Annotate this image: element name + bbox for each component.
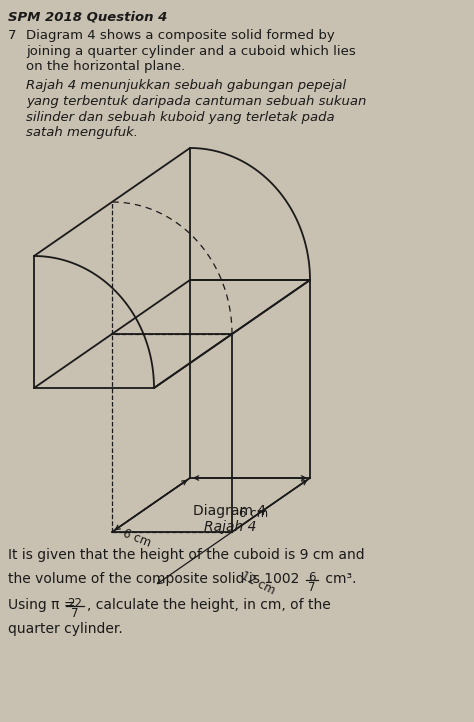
Text: 7: 7 [8, 29, 17, 42]
Text: SPM 2018 Question 4: SPM 2018 Question 4 [8, 11, 167, 24]
Text: 6: 6 [308, 571, 316, 584]
Text: Rajah 4: Rajah 4 [204, 520, 256, 534]
Text: the volume of the composite solid is 1002: the volume of the composite solid is 100… [8, 572, 300, 586]
Text: 7: 7 [71, 607, 79, 620]
Text: 6 cm: 6 cm [121, 526, 153, 549]
Text: joining a quarter cylinder and a cuboid which lies: joining a quarter cylinder and a cuboid … [26, 45, 356, 58]
Text: Diagram 4: Diagram 4 [193, 504, 266, 518]
Text: 7: 7 [308, 581, 316, 594]
Text: It is given that the height of the cuboid is 9 cm and: It is given that the height of the cuboi… [8, 548, 365, 562]
Text: 6 cm: 6 cm [239, 507, 269, 520]
Text: Rajah 4 menunjukkan sebuah gabungan pepejal: Rajah 4 menunjukkan sebuah gabungan pepe… [26, 79, 346, 92]
Text: yang terbentuk daripada cantuman sebuah sukuan: yang terbentuk daripada cantuman sebuah … [26, 95, 366, 108]
Text: Using π =: Using π = [8, 598, 80, 612]
Text: Diagram 4 shows a composite solid formed by: Diagram 4 shows a composite solid formed… [26, 29, 335, 42]
Text: , calculate the height, in cm, of the: , calculate the height, in cm, of the [87, 598, 331, 612]
Text: satah mengufuk.: satah mengufuk. [26, 126, 138, 139]
Text: cm³.: cm³. [321, 572, 356, 586]
Text: 12 cm: 12 cm [239, 569, 277, 597]
Text: 22: 22 [67, 597, 82, 610]
Text: silinder dan sebuah kuboid yang terletak pada: silinder dan sebuah kuboid yang terletak… [26, 110, 335, 123]
Text: on the horizontal plane.: on the horizontal plane. [26, 60, 185, 73]
Text: quarter cylinder.: quarter cylinder. [8, 622, 123, 636]
